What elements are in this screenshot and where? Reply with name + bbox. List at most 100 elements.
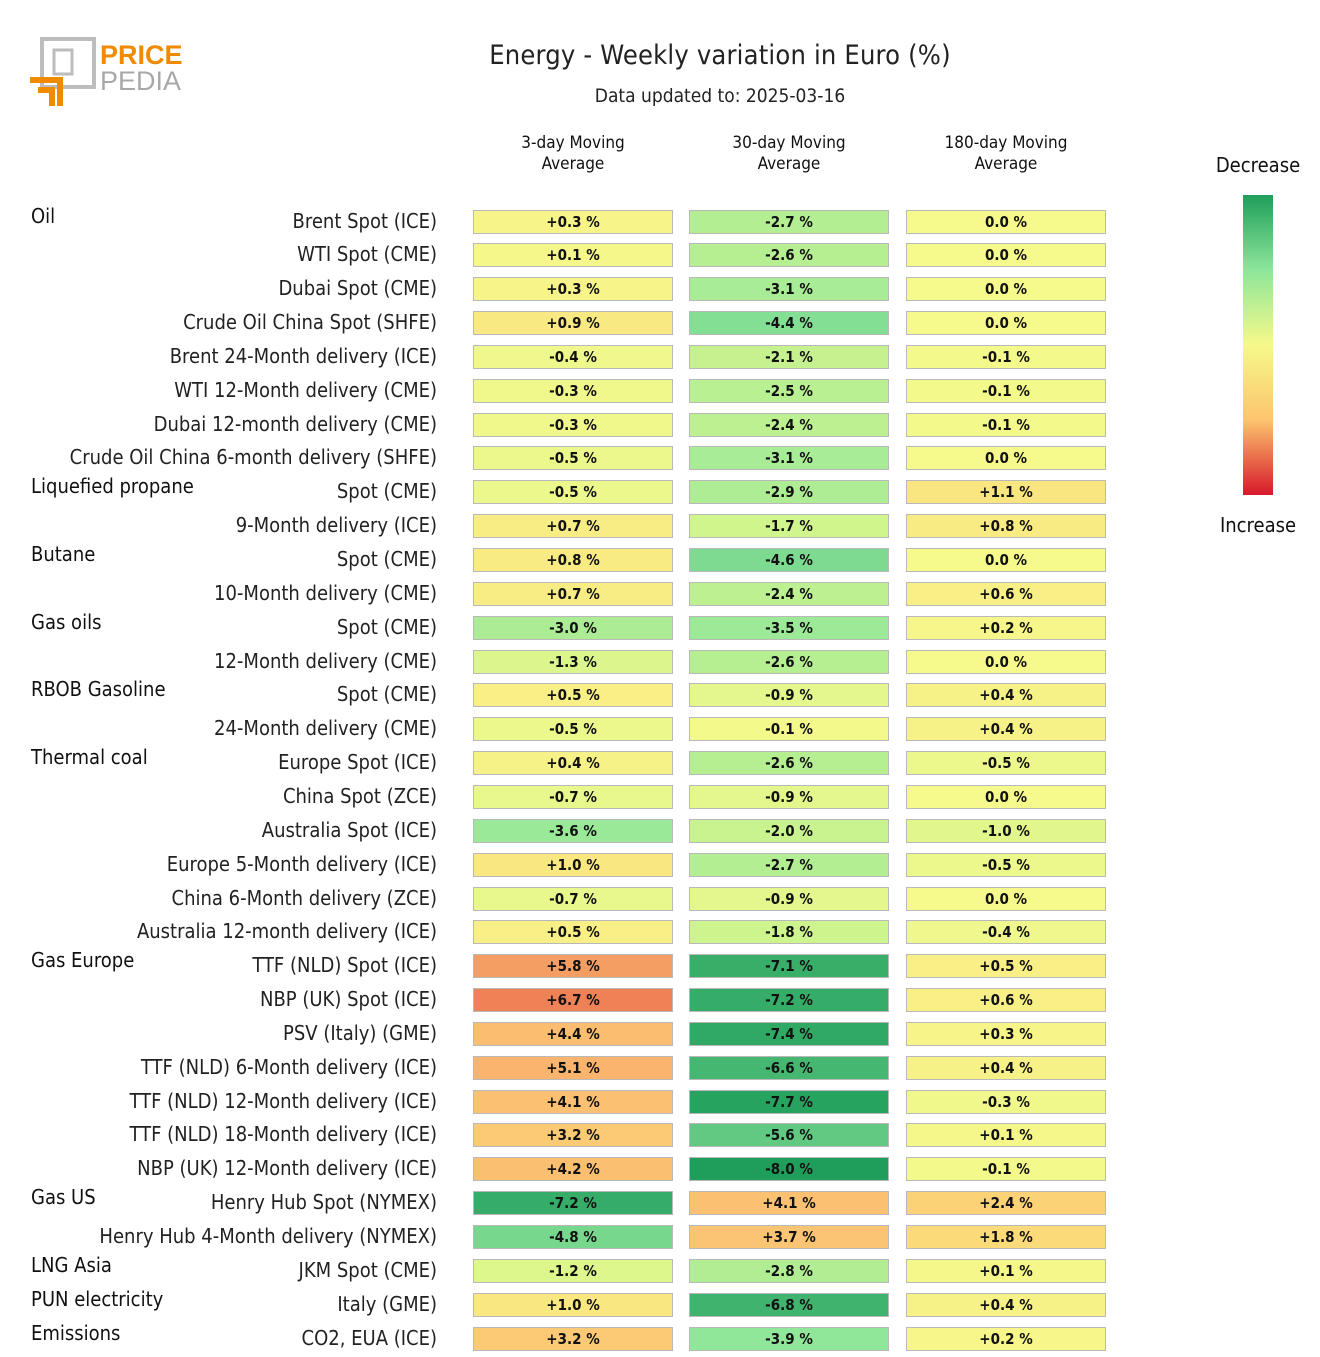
heatmap-cell: -0.9 % [689,683,889,708]
heatmap-cell: +0.3 % [473,209,673,234]
heatmap-cell: -0.7 % [473,784,673,809]
column-header: 3-day Moving Average [472,133,674,175]
pricepedia-logo-mark: PRICE PEDIA [30,37,183,106]
heatmap-cell: +0.1 % [906,1123,1106,1148]
heatmap-cell: -2.4 % [689,412,889,437]
heatmap-cell: +1.0 % [473,852,673,877]
row-label: WTI Spot (CME) [297,242,437,267]
heatmap-cell: -3.5 % [689,615,889,640]
row-label: PSV (Italy) (GME) [283,1020,437,1045]
row-label: 12-Month delivery (CME) [214,648,437,673]
heatmap-cell: +0.1 % [906,1258,1106,1283]
heatmap-cell: -7.2 % [473,1191,673,1216]
column-header-line: 3-day Moving [521,133,625,153]
row-label: Spot (CME) [336,682,437,707]
heatmap-cell: +0.4 % [906,1055,1106,1080]
heatmap-cell: +0.4 % [473,751,673,776]
heatmap-cell: -5.6 % [689,1123,889,1148]
heatmap-cell: +5.1 % [473,1055,673,1080]
row-label: CO2, EUA (ICE) [301,1325,437,1350]
heatmap-cell: -0.5 % [906,852,1106,877]
heatmap-cell: -2.6 % [689,751,889,776]
heatmap-cell: -0.1 % [906,412,1106,437]
heatmap-cell: -7.1 % [689,954,889,979]
heatmap-cell: +4.2 % [473,1157,673,1182]
group-label: Butane [31,542,96,566]
group-label: Gas Europe [31,948,135,973]
row-label: Crude Oil China Spot (SHFE) [183,310,437,335]
heatmap-cell: +0.4 % [906,683,1106,708]
heatmap-cell: +4.1 % [473,1089,673,1114]
heatmap-cell: -0.3 % [473,378,673,403]
heatmap-cell: +0.4 % [906,717,1106,742]
heatmap-cell: +4.4 % [473,1021,673,1046]
legend-increase-label: Increase [1219,513,1297,537]
pricepedia-logo: PRICE PEDIA [28,36,188,111]
heatmap-cell: +0.6 % [906,581,1106,606]
row-label: 24-Month delivery (CME) [214,716,437,741]
heatmap-cell: -6.8 % [689,1292,889,1317]
column-header-line: Average [757,154,821,174]
heatmap-cell: -3.1 % [689,277,889,302]
heatmap-cell: +0.1 % [473,243,673,268]
heatmap-cell: 0.0 % [906,209,1106,234]
row-label: China 6-Month delivery (ZCE) [171,885,437,910]
heatmap-cell: +0.4 % [906,1292,1106,1317]
row-label: Spot (CME) [336,479,437,504]
heatmap-cell: -3.1 % [689,446,889,471]
heatmap-cell: +6.7 % [473,988,673,1013]
heatmap-cell: -4.8 % [473,1225,673,1249]
chart-subtitle: Data updated to: 2025-03-16 [594,85,846,107]
heatmap-cell: -4.6 % [689,548,889,572]
heatmap-cell: 0.0 % [906,277,1106,302]
heatmap-cell: -1.8 % [689,920,889,945]
heatmap-cell: +0.8 % [473,548,673,572]
heatmap-cell: +0.9 % [473,311,673,336]
heatmap-cell: 0.0 % [906,784,1106,809]
heatmap-cell: 0.0 % [906,649,1106,674]
group-label: Gas oils [31,609,102,634]
heatmap-cell: -3.0 % [473,615,673,640]
heatmap-cell: 0.0 % [906,548,1106,572]
heatmap-cell: +0.8 % [906,514,1106,539]
heatmap-cell: -6.6 % [689,1055,889,1080]
heatmap-cell: -7.7 % [689,1089,889,1114]
heatmap-cell: -2.5 % [689,378,889,403]
column-header-line: Average [541,154,605,174]
chart-title: Energy - Weekly variation in Euro (%) [489,40,951,71]
heatmap-cell: +3.7 % [689,1225,889,1249]
heatmap-cell: +0.5 % [473,683,673,708]
row-label: Italy (GME) [337,1291,437,1316]
heatmap-cell: -0.4 % [473,344,673,369]
heatmap-cell: +0.2 % [906,615,1106,640]
row-label: 10-Month delivery (CME) [214,580,437,605]
heatmap-cell: -3.9 % [689,1326,889,1351]
group-label: Liquefied propane [31,474,194,499]
heatmap-cell: -1.0 % [906,818,1106,843]
row-label: Australia Spot (ICE) [261,817,437,842]
heatmap-cell: +1.1 % [906,480,1106,505]
heatmap-cell: +2.4 % [906,1191,1106,1216]
column-header: 30-day Moving Average [688,133,890,175]
heatmap-cell: -2.4 % [689,581,889,606]
heatmap-cell: -0.5 % [473,446,673,471]
heatmap-cell: +0.2 % [906,1326,1106,1351]
row-label: Brent 24-Month delivery (ICE) [169,343,437,368]
group-label: Gas US [31,1185,96,1210]
group-label: Thermal coal [31,745,148,770]
heatmap-cell: +0.3 % [473,277,673,302]
heatmap-cell: +4.1 % [689,1191,889,1216]
row-label: China Spot (ZCE) [282,783,437,808]
group-label: Emissions [31,1320,121,1345]
heatmap-cell: -1.2 % [473,1258,673,1283]
heatmap-cell: -0.1 % [689,717,889,742]
row-label: TTF (NLD) Spot (ICE) [252,953,437,978]
heatmap-cell: +5.8 % [473,954,673,979]
column-header-line: Average [974,154,1038,174]
heatmap-cell: -2.7 % [689,852,889,877]
row-label: Spot (CME) [336,614,437,639]
logo-text-top: PRICE [100,40,183,70]
heatmap-cell: -0.1 % [906,1157,1106,1182]
color-scale-bar [1243,195,1273,495]
heatmap-cell: +1.8 % [906,1225,1106,1249]
